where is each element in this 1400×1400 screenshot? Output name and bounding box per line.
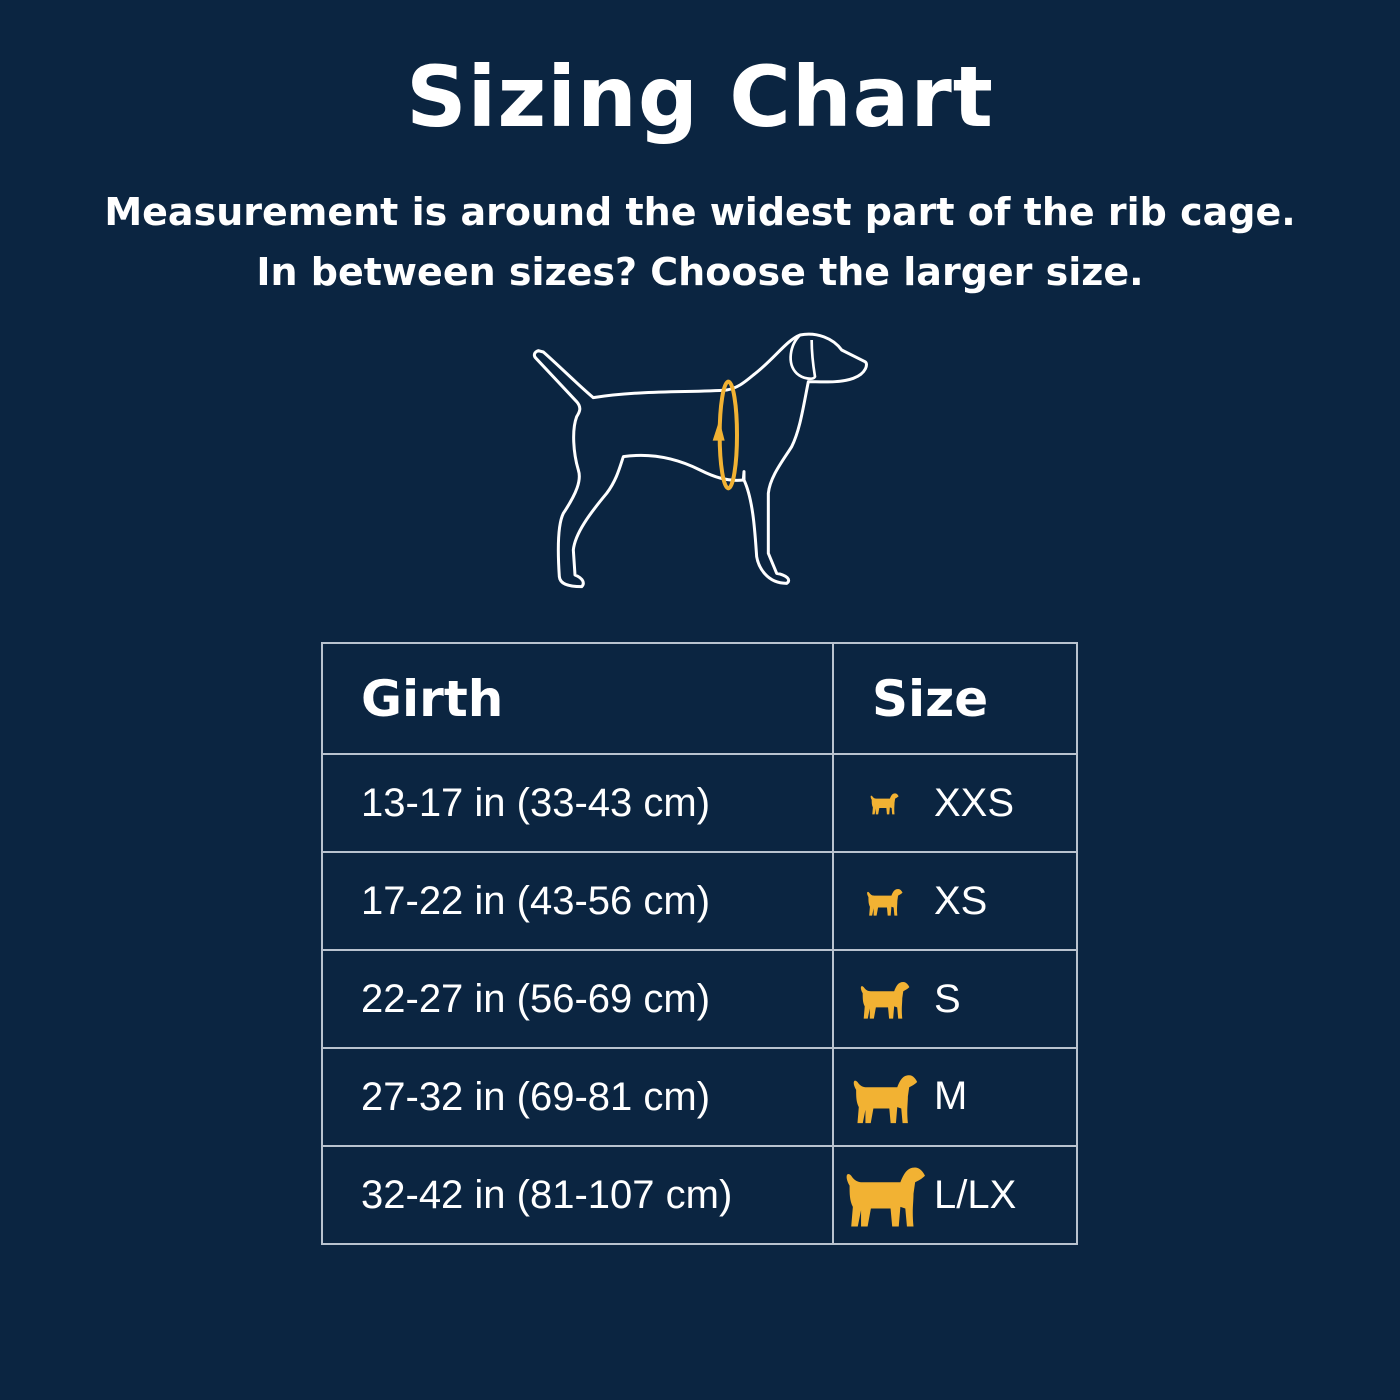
table-row: 27-32 in (69-81 cm) M (321, 1047, 1078, 1147)
subtitle-line-1: Measurement is around the widest part of… (104, 190, 1296, 234)
poodle-icon (834, 978, 934, 1020)
table-row: 17-22 in (43-56 cm) XS (321, 851, 1078, 951)
size-cell: XXS (832, 753, 1078, 853)
girth-cell: 32-42 in (81-107 cm) (321, 1145, 834, 1245)
pomeranian-icon (834, 886, 934, 916)
size-cell: XS (832, 851, 1078, 951)
size-header: Size (832, 642, 1078, 755)
girth-cell: 13-17 in (33-43 cm) (321, 753, 834, 853)
sizing-table: Girth Size 13-17 in (33-43 cm) XXS 17-22 … (321, 642, 1078, 1245)
size-label: S (934, 976, 961, 1021)
girth-cell: 17-22 in (43-56 cm) (321, 851, 834, 951)
chihuahua-icon (834, 791, 934, 815)
table-row: 32-42 in (81-107 cm) L/LX (321, 1145, 1078, 1245)
size-cell: L/LX (832, 1145, 1078, 1245)
size-label: M (934, 1074, 968, 1119)
girth-header: Girth (321, 642, 834, 755)
size-label: L/LX (934, 1172, 1017, 1217)
subtitle-line-2: In between sizes? Choose the larger size… (256, 250, 1144, 294)
large-dog-icon (834, 1161, 934, 1228)
table-row: 22-27 in (56-69 cm) S (321, 949, 1078, 1049)
girth-cell: 27-32 in (69-81 cm) (321, 1047, 834, 1147)
dog-girth-measure-icon (532, 332, 868, 589)
size-label: XS (934, 878, 988, 923)
size-cell: M (832, 1047, 1078, 1147)
table-header-row: Girth Size (321, 642, 1078, 755)
girth-cell: 22-27 in (56-69 cm) (321, 949, 834, 1049)
page-title: Sizing Chart (406, 48, 994, 146)
size-label: XXS (934, 780, 1015, 825)
size-cell: S (832, 949, 1078, 1049)
table-row: 13-17 in (33-43 cm) XXS (321, 753, 1078, 853)
retriever-icon (834, 1070, 934, 1124)
